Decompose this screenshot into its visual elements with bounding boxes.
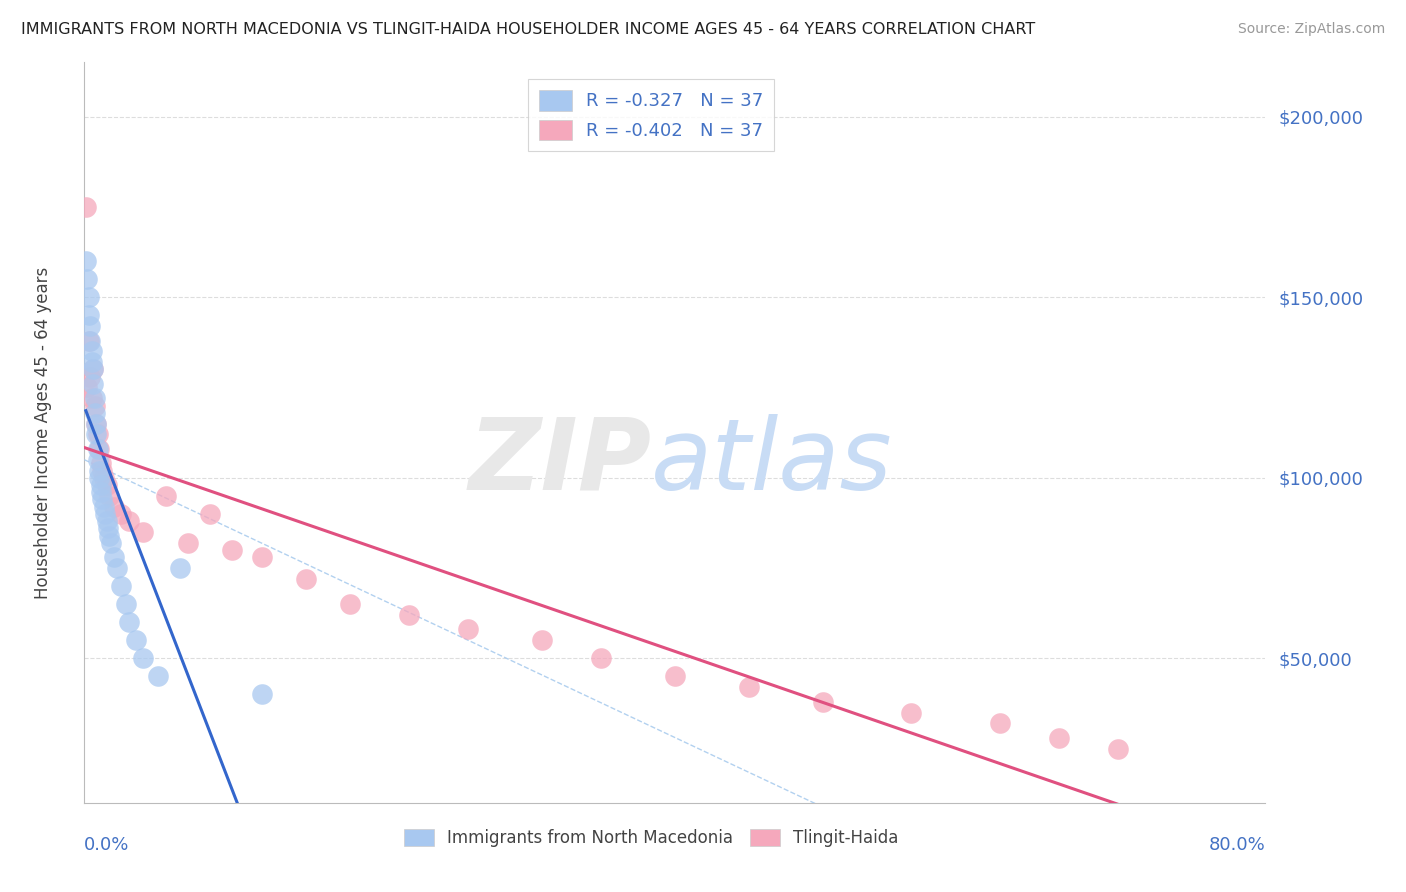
Point [77,334,100,348]
Point [77,308,100,322]
Point [177,535,200,549]
Point [664,669,686,683]
Point [531,633,554,648]
Point [169,561,191,575]
Point [79,369,101,384]
Point [84,427,107,442]
Point [82,362,104,376]
Point [132,524,155,539]
Point [75,254,97,268]
Point [110,579,132,593]
Point [90,456,112,470]
Point [118,615,141,630]
Point [250,688,273,702]
Point [79,319,101,334]
Point [148,669,170,683]
Point [82,362,104,376]
Text: 80.0%: 80.0% [1209,836,1265,855]
Point [103,500,125,514]
Point [77,290,100,304]
Point [80,392,103,406]
Point [86,442,108,456]
Point [103,550,125,565]
Point [811,695,834,709]
Text: Householder Income Ages 45 - 64 years: Householder Income Ages 45 - 64 years [34,267,52,599]
Text: IMMIGRANTS FROM NORTH MACEDONIA VS TLINGIT-HAIDA HOUSEHOLDER INCOME AGES 45 - 64: IMMIGRANTS FROM NORTH MACEDONIA VS TLING… [21,22,1035,37]
Point [398,607,420,622]
Point [86,427,108,442]
Point [86,452,108,467]
Point [90,478,112,492]
Point [295,572,318,586]
Point [98,528,121,542]
Point [93,500,115,514]
Text: Source: ZipAtlas.com: Source: ZipAtlas.com [1237,22,1385,37]
Text: 0.0%: 0.0% [84,836,129,855]
Point [80,355,103,369]
Point [76,380,98,394]
Point [84,417,107,431]
Point [132,651,155,665]
Point [125,633,148,648]
Point [80,344,103,359]
Point [198,507,221,521]
Point [94,507,117,521]
Legend: Immigrants from North Macedonia, Tlingit-Haida: Immigrants from North Macedonia, Tlingit… [398,822,905,854]
Point [98,489,121,503]
Point [155,489,177,503]
Point [250,550,273,565]
Point [988,716,1011,731]
Point [96,478,118,492]
Point [91,492,114,507]
Point [457,623,479,637]
Point [83,406,105,420]
Point [118,514,141,528]
Point [87,442,111,456]
Point [83,392,105,406]
Point [221,543,243,558]
Point [93,471,115,485]
Point [96,514,118,528]
Point [90,485,112,500]
Point [87,464,111,478]
Point [900,706,922,720]
Point [110,507,132,521]
Point [76,272,98,286]
Point [87,471,111,485]
Point [114,597,136,611]
Point [105,561,128,575]
Point [1047,731,1070,745]
Point [591,651,613,665]
Point [82,376,104,391]
Point [83,399,105,413]
Point [97,521,120,535]
Text: atlas: atlas [651,414,893,511]
Point [84,417,107,431]
Point [75,200,97,214]
Text: ZIP: ZIP [468,414,651,511]
Point [1107,741,1129,756]
Point [79,334,101,348]
Point [91,464,114,478]
Point [100,535,122,549]
Point [339,597,361,611]
Point [738,680,761,694]
